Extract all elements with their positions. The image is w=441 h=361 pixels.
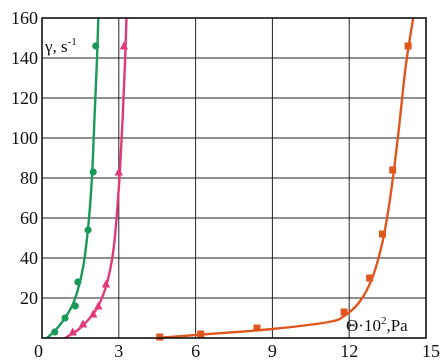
- plot-frame: [41, 17, 427, 339]
- series-2-point: [114, 167, 123, 176]
- chart-markers: [51, 41, 412, 341]
- x-tick-label: 9: [268, 341, 277, 361]
- series-1-point: [61, 314, 69, 322]
- series-1-point: [89, 168, 97, 176]
- y-axis-label-main: γ, s: [44, 37, 68, 56]
- y-tick-label: 160: [11, 8, 38, 28]
- chart-grid: [42, 18, 426, 338]
- x-tick-label: 3: [114, 341, 123, 361]
- series-2-point: [101, 279, 111, 288]
- series-3-point: [156, 333, 164, 341]
- x-axis-label-main: Θ·10: [346, 316, 381, 335]
- x-axis-label-tail: ,Pa: [386, 316, 408, 335]
- y-tick-label: 80: [20, 168, 38, 188]
- series-1-point: [84, 226, 92, 234]
- series-1-point: [71, 302, 79, 310]
- x-axis-label-sup: 2: [381, 315, 387, 327]
- y-tick-label: 20: [20, 288, 38, 308]
- y-tick-label: 120: [11, 88, 38, 108]
- x-tick-label: 6: [191, 341, 200, 361]
- x-tick-label: 12: [340, 341, 358, 361]
- y-tick-labels: 20 40 60 80 100 120 140 160: [11, 8, 38, 308]
- series-2-point: [89, 309, 98, 318]
- series-3-point: [340, 308, 348, 316]
- x-tick-labels: 0 3 6 9 12 15: [34, 341, 440, 361]
- series-3-point: [404, 42, 412, 50]
- x-tick-label: 15: [422, 341, 440, 361]
- x-axis-label: Θ·102,Pa: [346, 315, 408, 335]
- series-1-point: [51, 328, 59, 336]
- x-tick-label: 0: [34, 341, 43, 361]
- series-2-point: [68, 327, 77, 336]
- y-axis-label-sup: -1: [68, 36, 77, 48]
- y-tick-label: 140: [11, 48, 38, 68]
- y-tick-label: 100: [11, 128, 38, 148]
- series-3-point: [378, 230, 386, 238]
- y-tick-label: 60: [20, 208, 38, 228]
- series-2-point: [78, 319, 88, 328]
- series-2-point: [119, 41, 129, 50]
- series-3-point: [197, 330, 205, 338]
- y-axis-label: γ, s-1: [44, 36, 77, 56]
- series-1-curve: [46, 17, 100, 339]
- series-3-point: [253, 324, 261, 332]
- series-1-point: [74, 278, 82, 286]
- series-1-point: [92, 42, 100, 50]
- series-3-curve: [157, 17, 415, 340]
- series-3-point: [389, 166, 397, 174]
- series-2-point: [94, 301, 103, 310]
- y-tick-label: 40: [20, 248, 38, 268]
- series-3-point: [366, 274, 374, 282]
